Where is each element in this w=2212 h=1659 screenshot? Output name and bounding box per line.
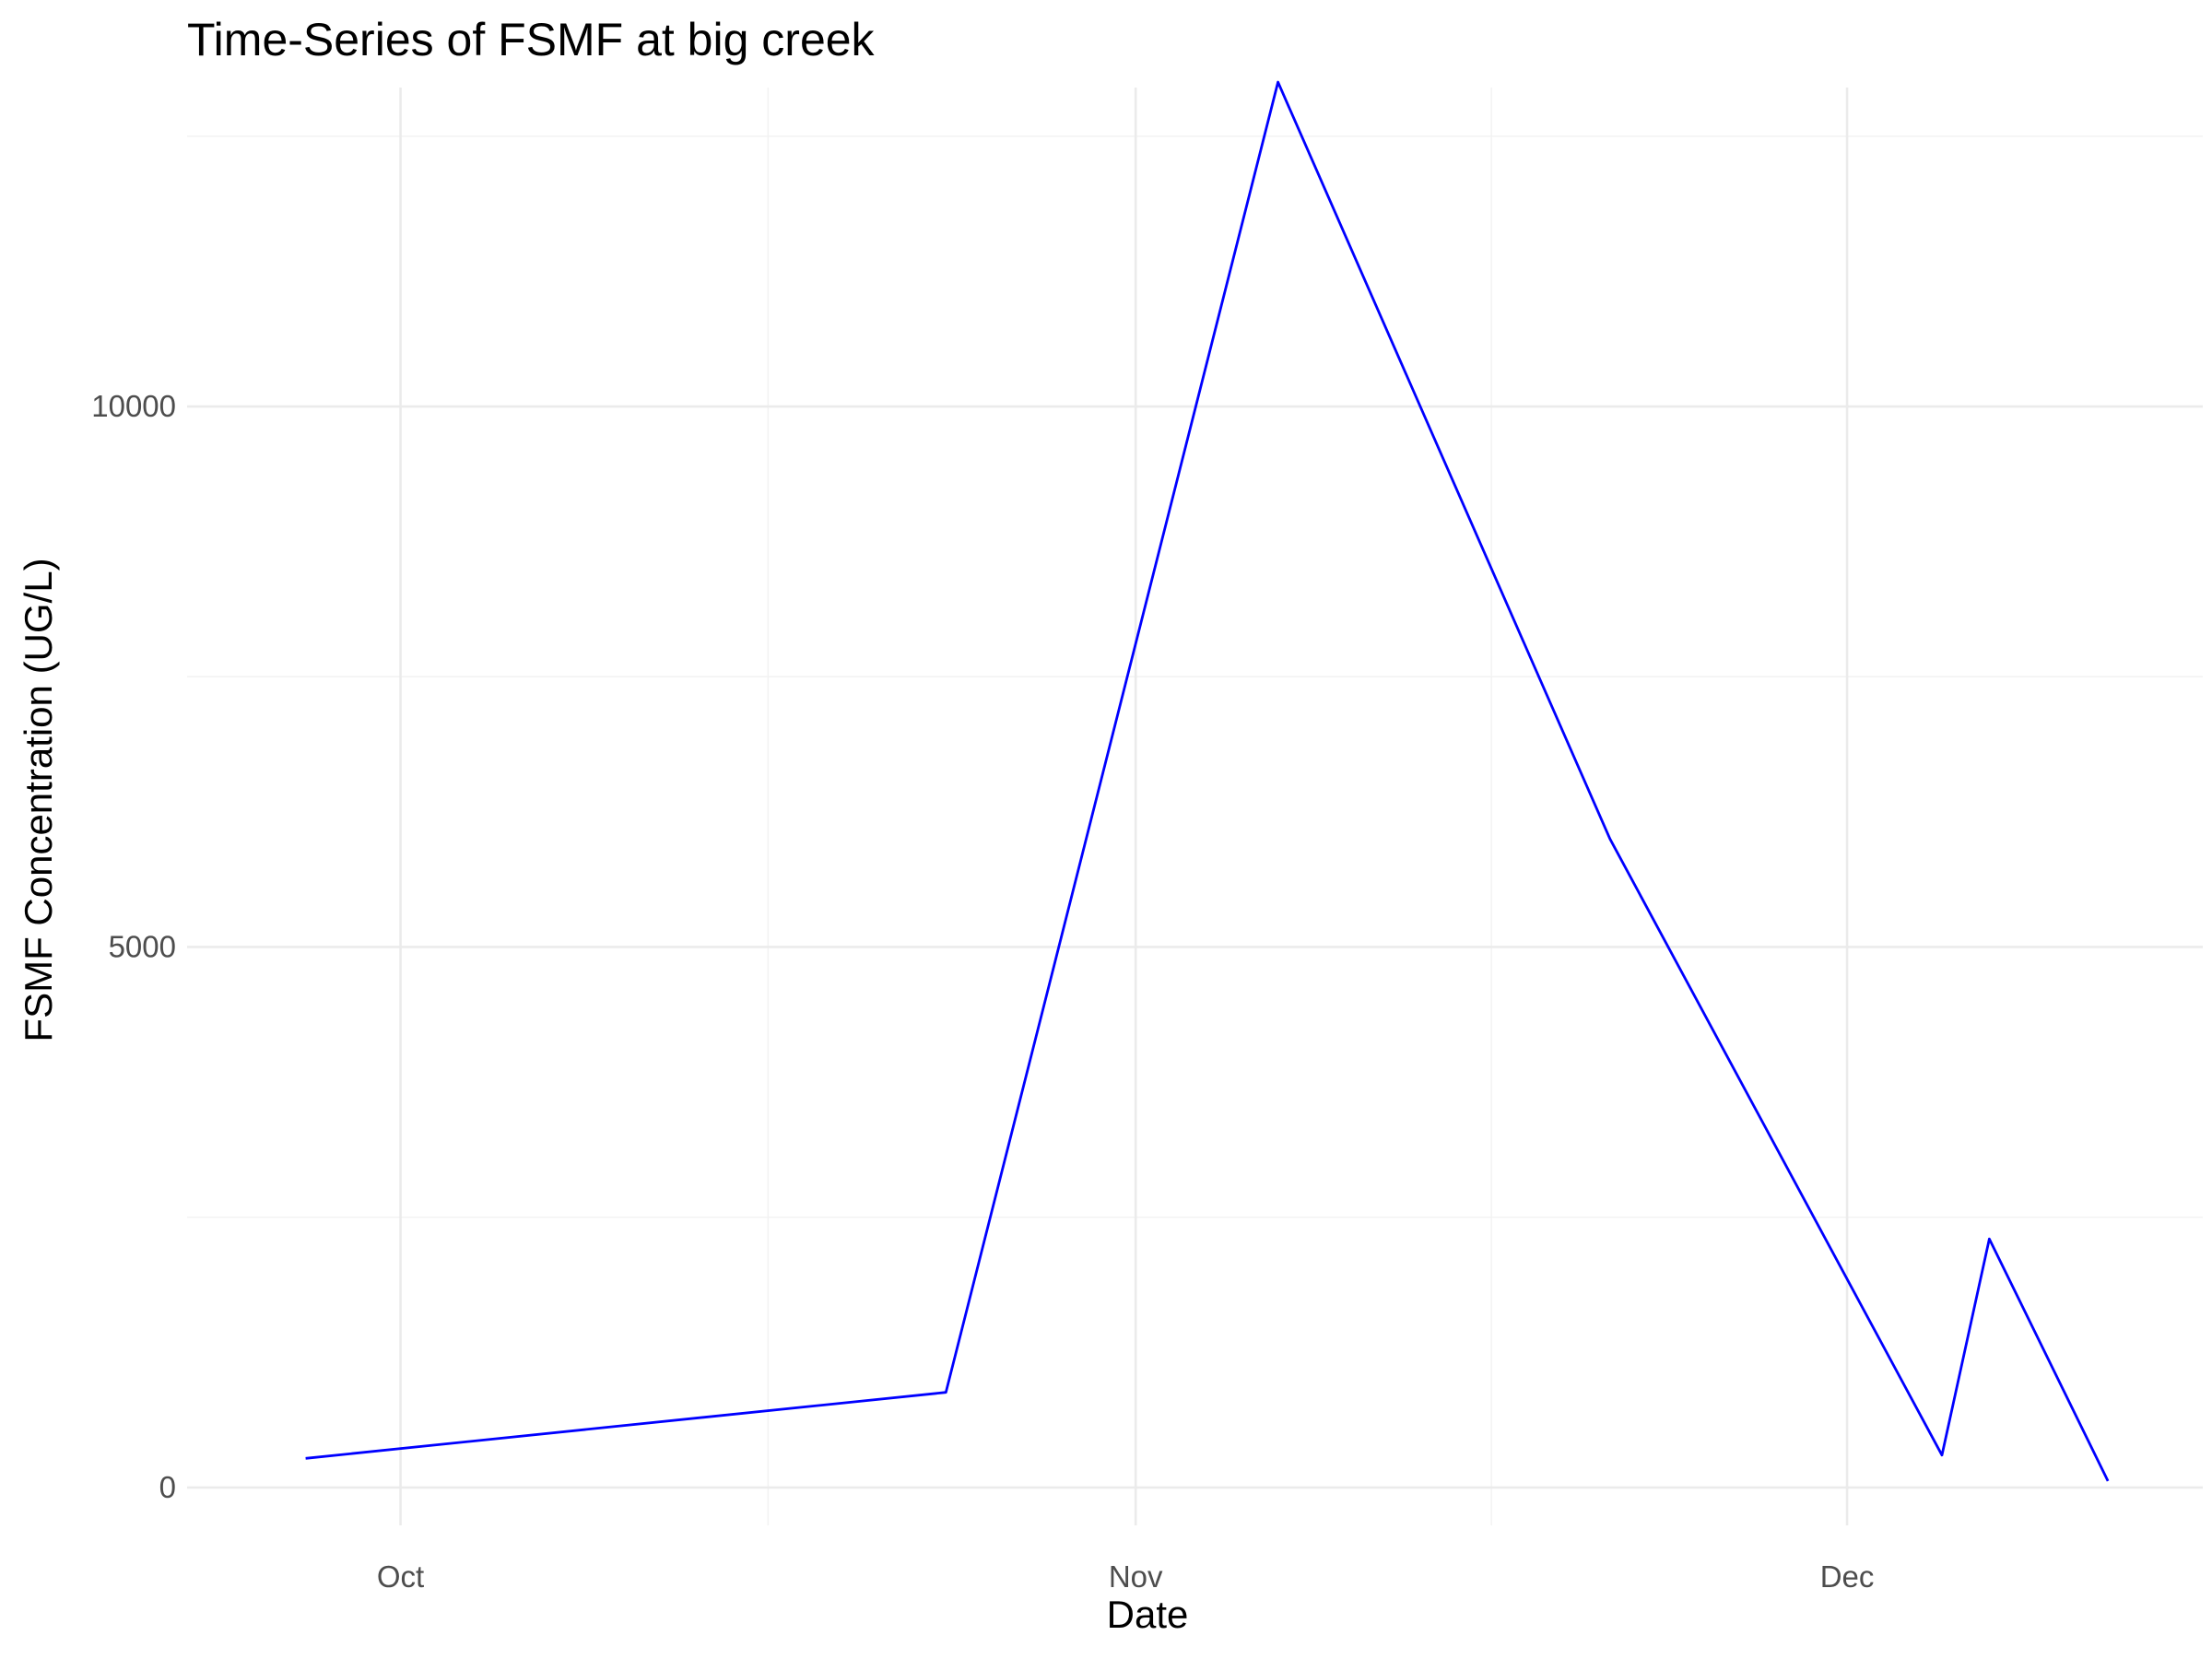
y-axis-title: FSMF Concentration (UG/L): [17, 558, 60, 1042]
series-line: [305, 80, 2110, 1482]
y-tick-label: 10000: [91, 389, 176, 423]
x-tick-label: Nov: [1109, 1559, 1163, 1594]
minor-gridlines: [187, 88, 2203, 1525]
y-tick-label: 0: [159, 1470, 176, 1504]
x-tick-label: Oct: [377, 1559, 424, 1594]
x-axis-title: Date: [1106, 1593, 1189, 1636]
chart-title: Time-Series of FSMF at big creek: [187, 14, 875, 65]
x-tick-label: Dec: [1820, 1559, 1875, 1594]
major-gridlines: [187, 88, 2203, 1525]
tick-labels: 0 5000 10000 Oct Nov Dec: [91, 389, 1874, 1594]
series-layer: [305, 80, 2110, 1482]
y-tick-label: 5000: [109, 929, 176, 963]
